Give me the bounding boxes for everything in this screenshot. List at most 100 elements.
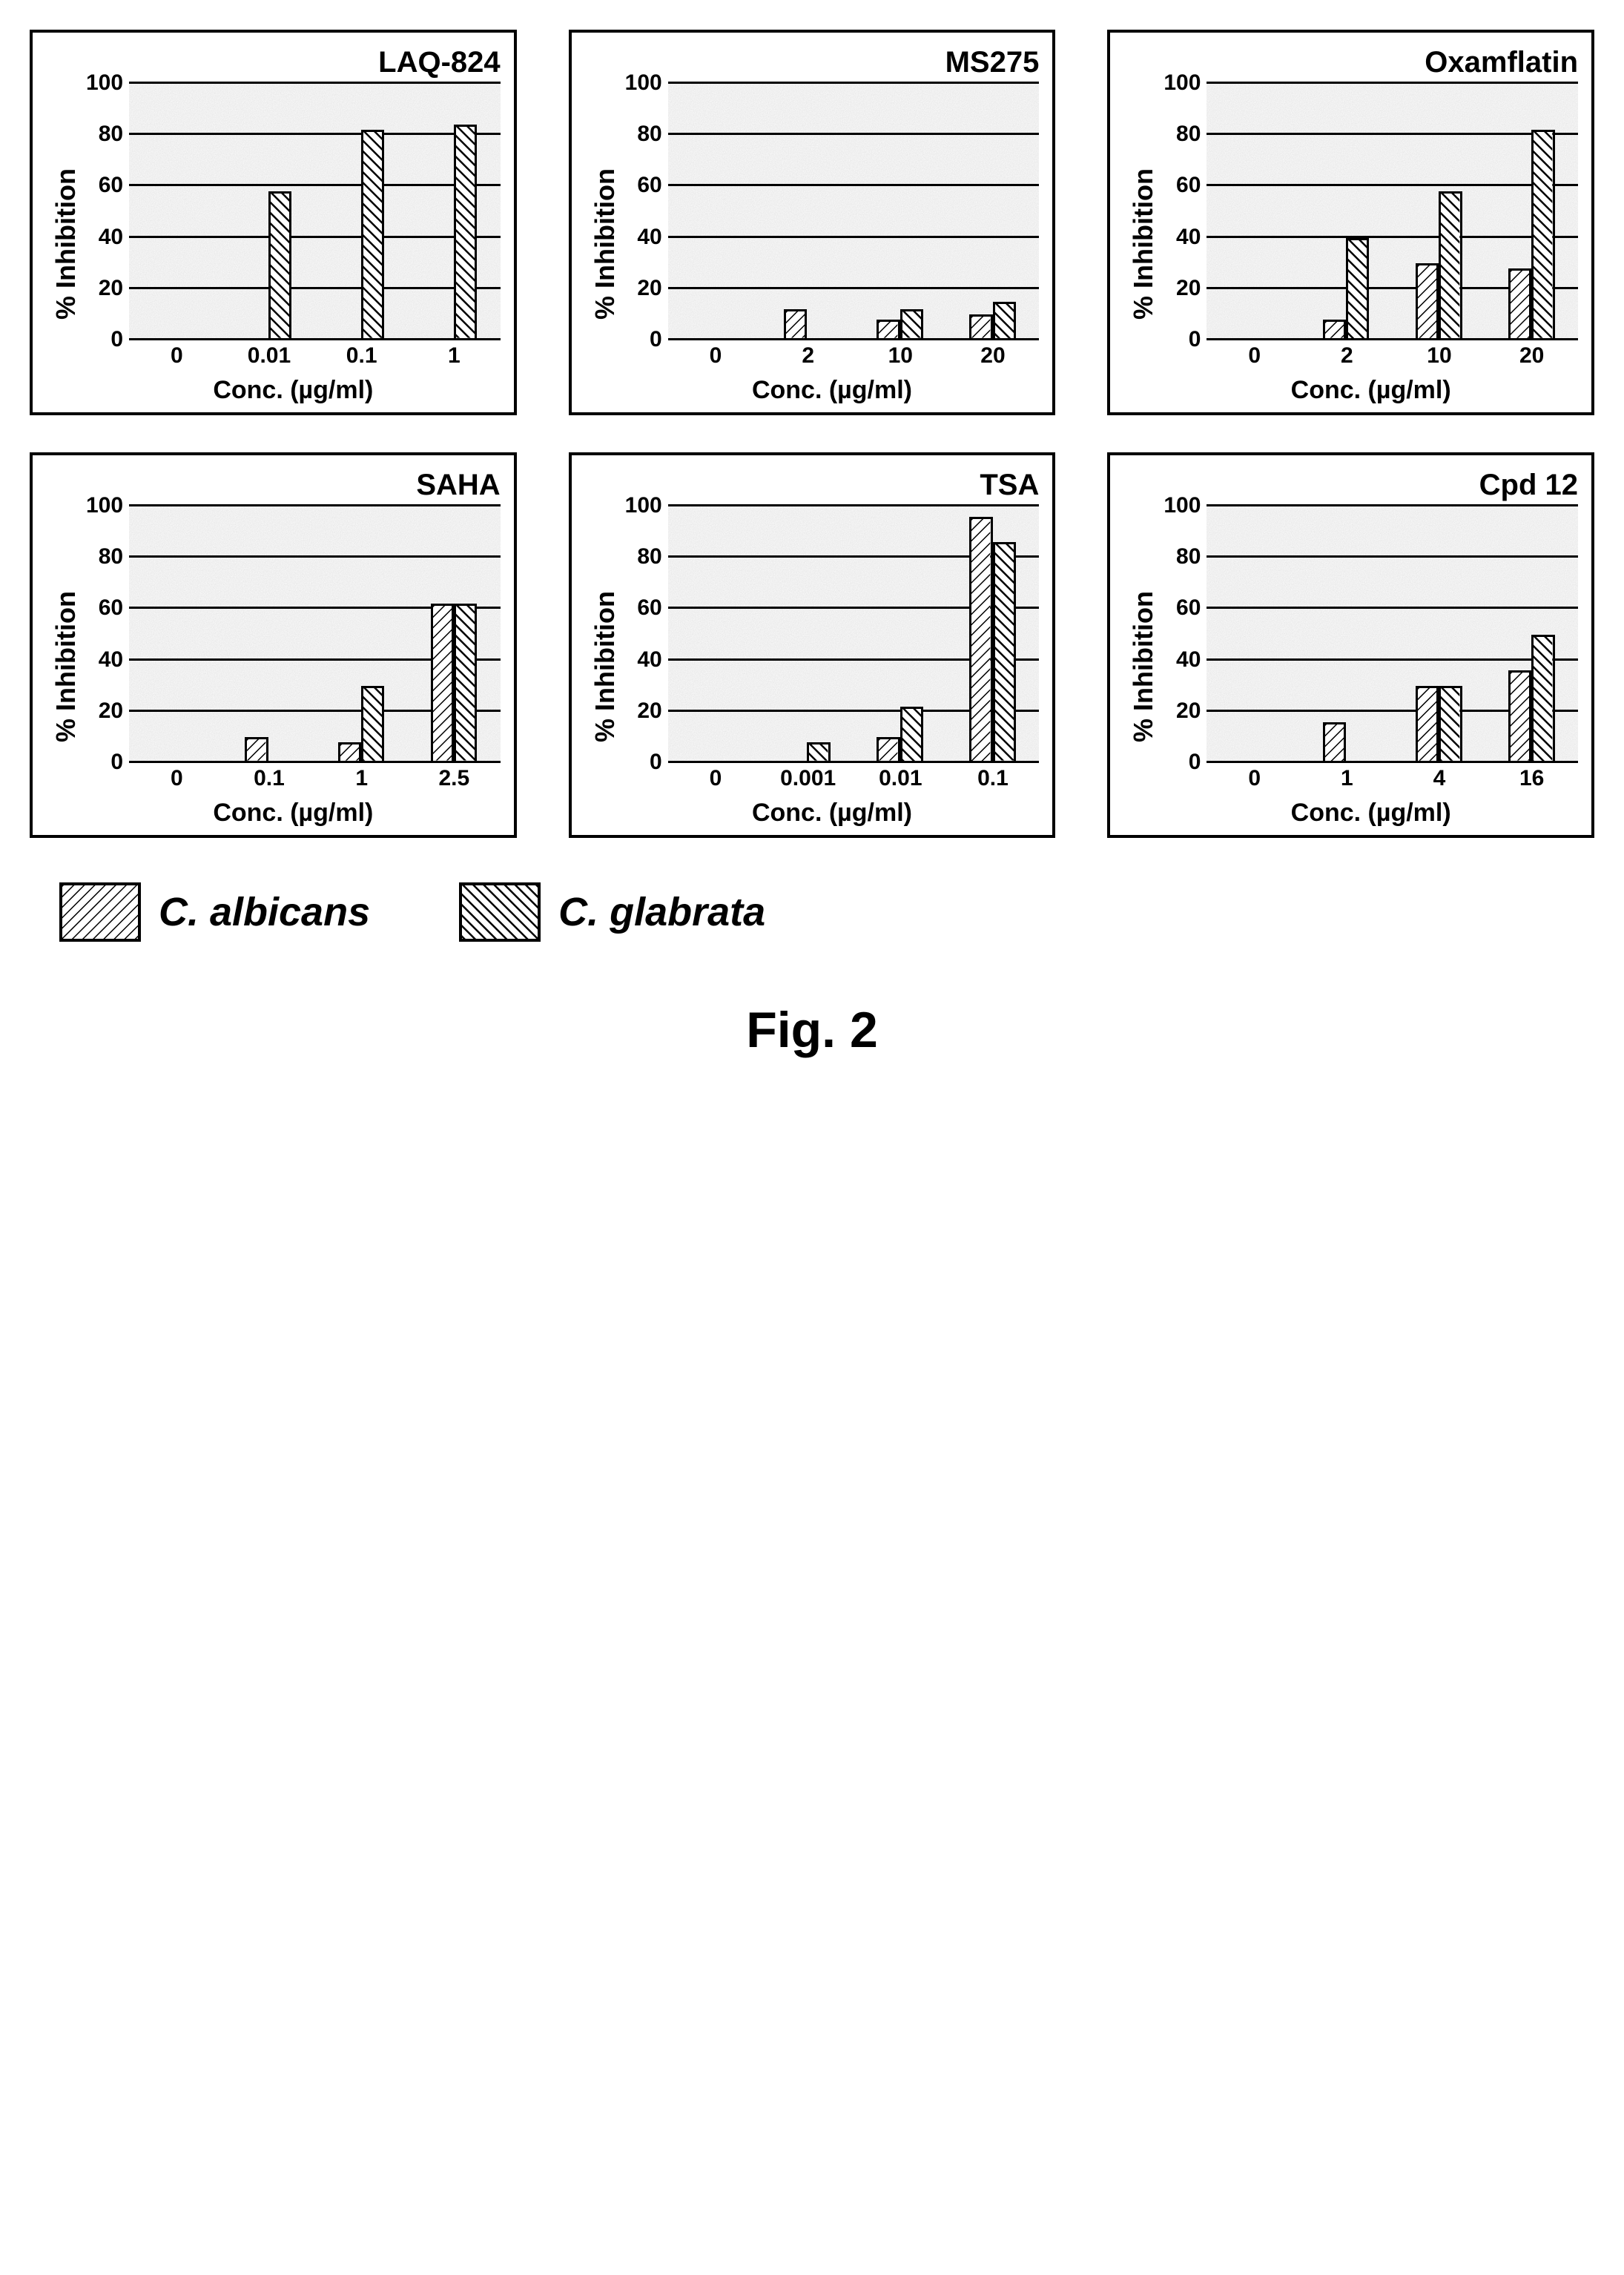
x-axis-label: Conc. (µg/ml) (86, 376, 501, 405)
bar-glabrata (1531, 635, 1554, 763)
chart-area: 100806040200021020Conc. (µg/ml) (625, 84, 1040, 405)
bar-albicans (1508, 670, 1531, 763)
chart-body: % Inhibition100806040200021020Conc. (µg/… (585, 84, 1040, 405)
gridline (129, 287, 501, 289)
x-tick-label: 2 (1341, 343, 1353, 369)
x-axis-label: Conc. (µg/ml) (1163, 799, 1578, 828)
x-tick-label: 0 (1248, 766, 1261, 791)
figure-label: Fig. 2 (30, 1001, 1594, 1059)
x-tick-label: 1 (355, 766, 368, 791)
legend-label-glabrata: C. glabrata (558, 889, 765, 935)
bar-glabrata (1439, 191, 1462, 340)
bar-glabrata (993, 542, 1016, 763)
x-ticks: 0 0.1 1 2.5 (131, 766, 501, 797)
gridline (129, 338, 501, 340)
x-tick-row: 021020 (625, 343, 1040, 374)
plot-area (129, 506, 501, 763)
gridline (668, 287, 1040, 289)
x-tick-label: 0.1 (977, 766, 1009, 791)
bar-albicans (877, 737, 900, 763)
gridline (668, 184, 1040, 186)
x-tick-label: 1 (1341, 766, 1353, 791)
x-tick-label: 0 (171, 766, 183, 791)
y-ticks: 100806040200 (625, 506, 668, 763)
x-tick-label: 10 (888, 343, 913, 369)
plot-row: 100806040200 (625, 84, 1040, 340)
chart-panel: Oxamflatin% Inhibition100806040200021020… (1107, 30, 1594, 415)
y-axis-label: % Inhibition (46, 84, 86, 405)
plot-area (668, 84, 1040, 340)
gridline (129, 504, 501, 506)
bar-glabrata (361, 130, 384, 340)
x-tick-label: 2.5 (438, 766, 469, 791)
plot-row: 100806040200 (625, 506, 1040, 763)
plot-area (129, 84, 501, 340)
x-ticks: 00.010.11 (131, 343, 501, 374)
chart-body: % Inhibition100806040200021020Conc. (µg/… (1123, 84, 1578, 405)
y-axis-label: % Inhibition (585, 84, 625, 405)
x-ticks: 021020 (670, 343, 1040, 374)
chart-grid: LAQ-824% Inhibition10080604020000.010.11… (30, 30, 1594, 838)
x-tick-row: 0 0.1 1 2.5 (86, 766, 501, 797)
x-tick-label: 16 (1519, 766, 1544, 791)
gridline (668, 133, 1040, 135)
gridline (1207, 82, 1578, 84)
x-tick-label: 0 (710, 343, 722, 369)
plot-area (668, 506, 1040, 763)
bar-albicans (1416, 686, 1439, 763)
bar-glabrata (1439, 686, 1462, 763)
x-tick-label: 0.01 (879, 766, 922, 791)
x-axis-label: Conc. (µg/ml) (86, 799, 501, 828)
gridline (668, 236, 1040, 238)
x-tick-label: 0.1 (254, 766, 285, 791)
y-ticks: 100806040200 (1163, 506, 1207, 763)
bar-albicans (338, 742, 361, 763)
bar-albicans (969, 517, 992, 763)
y-axis-label: % Inhibition (1123, 84, 1163, 405)
bar-glabrata (1346, 238, 1369, 340)
chart-panel: LAQ-824% Inhibition10080604020000.010.11… (30, 30, 517, 415)
chart-panel: SAHA% Inhibition10080604020000.112.5Conc… (30, 452, 517, 838)
x-ticks: 01416 (1208, 766, 1578, 797)
x-tick-label: 0 (171, 343, 183, 369)
x-tick-label: 0.01 (248, 343, 291, 369)
chart-body: % Inhibition10080604020000.010.11Conc. (… (46, 84, 501, 405)
bar-glabrata (361, 686, 384, 763)
gridline (1207, 555, 1578, 558)
gridline (1207, 133, 1578, 135)
bar-albicans (784, 309, 807, 340)
x-tick-label: 2 (802, 343, 814, 369)
bar-glabrata (454, 125, 477, 340)
chart-area: 100806040200021020Conc. (µg/ml) (1163, 84, 1578, 405)
bar-albicans (1508, 268, 1531, 340)
chart-body: % Inhibition100806040200 0 0.001 0.01 0.1 Con… (585, 506, 1040, 828)
x-axis-label: Conc. (µg/ml) (625, 799, 1040, 828)
x-tick-row: 00.010.11 (86, 343, 501, 374)
x-tick-label: 0 (1248, 343, 1261, 369)
chart-panel: Cpd 12% Inhibition10080604020001416Conc.… (1107, 452, 1594, 838)
legend: C. albicans C. glabrata (59, 882, 1594, 942)
x-ticks: 0 0.001 0.01 0.1 (670, 766, 1040, 797)
x-tick-label: 0.001 (780, 766, 836, 791)
chart-panel: TSA% Inhibition10080604020000.0010.010.1… (569, 452, 1056, 838)
gridline (668, 82, 1040, 84)
bar-glabrata (807, 742, 830, 763)
plot-row: 100806040200 (86, 506, 501, 763)
x-axis-label: Conc. (µg/ml) (625, 376, 1040, 405)
bar-albicans (1416, 263, 1439, 340)
bar-albicans (969, 314, 992, 340)
y-ticks: 100806040200 (625, 84, 668, 340)
x-tick-label: 0 (710, 766, 722, 791)
gridline (1207, 184, 1578, 186)
bar-albicans (431, 604, 454, 763)
gridline (1207, 504, 1578, 506)
gridline (129, 133, 501, 135)
gridline (1207, 658, 1578, 661)
y-axis-label: % Inhibition (585, 506, 625, 828)
x-tick-row: 01416 (1163, 766, 1578, 797)
bar-glabrata (268, 191, 291, 340)
gridline (1207, 607, 1578, 609)
chart-area: 100806040200 0 0.001 0.01 0.1 Conc. (µg/ml) (625, 506, 1040, 828)
bar-albicans (1323, 722, 1346, 763)
x-tick-row: 021020 (1163, 343, 1578, 374)
